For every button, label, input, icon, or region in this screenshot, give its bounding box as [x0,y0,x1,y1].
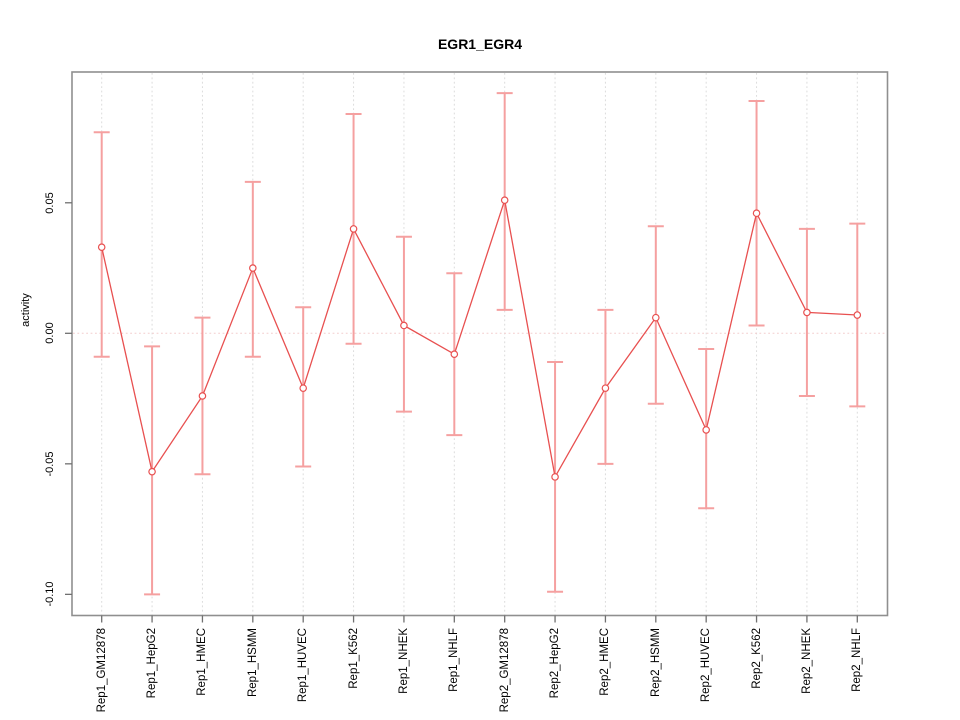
y-tick-label: -0.05 [44,451,56,477]
x-tick-label: Rep1_K562 [347,628,360,689]
x-tick-label: Rep2_K562 [750,628,763,689]
x-tick-label: Rep2_HSMM [649,628,662,698]
error-bars [93,92,866,596]
x-tick-label: Rep1_HMEC [196,628,209,696]
y-tick-label: 0.00 [44,322,56,345]
axis-ticks [65,202,858,623]
x-tick-label: Rep1_NHLF [448,628,461,692]
x-tick-label: Rep2_GM12878 [498,628,511,713]
x-tick-label: Rep1_HSMM [246,628,259,698]
x-tick-label: Rep1_GM12878 [95,628,108,713]
chart-title: EGR1_EGR4 [437,36,523,52]
x-tick-label: Rep2_NHEK [800,628,813,694]
x-tick-label: Rep2_NHLF [851,628,864,692]
y-tick-label: -0.10 [44,581,56,607]
category-gridlines [101,73,858,615]
x-tick-label: Rep2_HMEC [599,628,612,696]
data-line [101,199,858,479]
data-points [97,196,862,481]
axis-box [71,71,889,617]
x-tick-label: Rep1_HepG2 [146,628,159,699]
y-tick-label: 0.05 [44,192,56,214]
x-tick-label: Rep2_HepG2 [549,628,562,699]
x-tick-label: Rep1_NHEK [397,628,410,694]
x-tick-label: Rep1_HUVEC [297,628,310,703]
x-tick-label: Rep2_HUVEC [700,628,713,703]
